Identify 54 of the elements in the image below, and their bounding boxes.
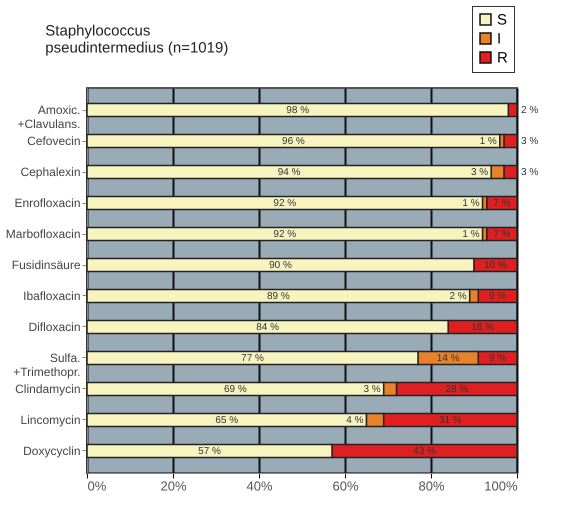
y-tick-label: Fusidinsäure — [12, 258, 81, 272]
data-label: 2 % — [449, 291, 467, 302]
data-label: 9 % — [489, 352, 506, 364]
y-tick-label: Marbofloxacin — [6, 227, 80, 241]
data-label: 1 % — [480, 136, 497, 148]
x-tick-label: 20% — [160, 478, 187, 494]
data-label: 90 % — [269, 260, 292, 271]
legend-label: I — [497, 30, 502, 48]
data-label: 89 % — [266, 291, 290, 302]
data-label: 69 % — [224, 384, 247, 395]
y-tick-label: Cephalexin — [20, 165, 80, 180]
x-tick-label: 60% — [332, 478, 359, 494]
data-label: 92 % — [273, 229, 296, 240]
x-tick-label: 40% — [246, 478, 273, 494]
data-label: 10 % — [484, 260, 508, 271]
x-tick-label: 100% — [484, 478, 518, 494]
data-label: 65 % — [215, 414, 238, 426]
data-label: 98 % — [286, 105, 310, 116]
data-label: 4 % — [346, 414, 364, 426]
data-label: 31 % — [438, 414, 462, 426]
chart-title: Staphylococcus pseudintermedius (n=1019) — [45, 22, 228, 56]
data-label: 7 % — [493, 229, 511, 240]
data-label: 16 % — [471, 322, 494, 333]
y-tick-label: Lincomycin — [20, 412, 80, 427]
data-label: 1 % — [462, 229, 480, 240]
y-tick-label: Difloxacin — [28, 320, 80, 334]
data-label: 28 % — [445, 384, 468, 395]
data-label: 94 % — [278, 167, 301, 178]
data-label: 92 % — [273, 198, 296, 210]
data-label: 3 % — [521, 167, 538, 178]
data-label: 2 % — [521, 105, 538, 116]
data-label: 96 % — [282, 136, 305, 148]
legend-label: S — [497, 12, 508, 28]
y-tick-label: Cefovecin — [27, 134, 80, 148]
legend-label: R — [497, 50, 508, 66]
y-tick-label: Doxycyclin — [23, 444, 80, 458]
y-tick-label: Clindamycin — [15, 382, 80, 396]
data-label: 57 % — [198, 446, 222, 457]
data-label: 3 % — [470, 167, 488, 178]
data-label: 1 % — [462, 198, 480, 210]
data-label: 3 % — [363, 384, 381, 395]
y-tick-label: Sulfa. +Trimethopr. — [13, 350, 80, 379]
data-label: 43 % — [413, 446, 436, 457]
y-tick-label: Ibafloxacin — [23, 289, 80, 303]
x-tick-label: 80% — [418, 478, 445, 494]
data-label: 3 % — [521, 136, 538, 148]
data-label: 14 % — [436, 352, 460, 364]
data-label: 77 % — [241, 352, 264, 364]
data-label: 7 % — [493, 198, 511, 210]
y-tick-label: Amoxic. +Clavulans. — [17, 103, 80, 132]
x-tick-label: 0% — [88, 478, 107, 494]
y-tick-label: Enrofloxacin — [14, 196, 80, 210]
data-label: 84 % — [256, 322, 280, 333]
data-label: 9 % — [489, 291, 506, 302]
